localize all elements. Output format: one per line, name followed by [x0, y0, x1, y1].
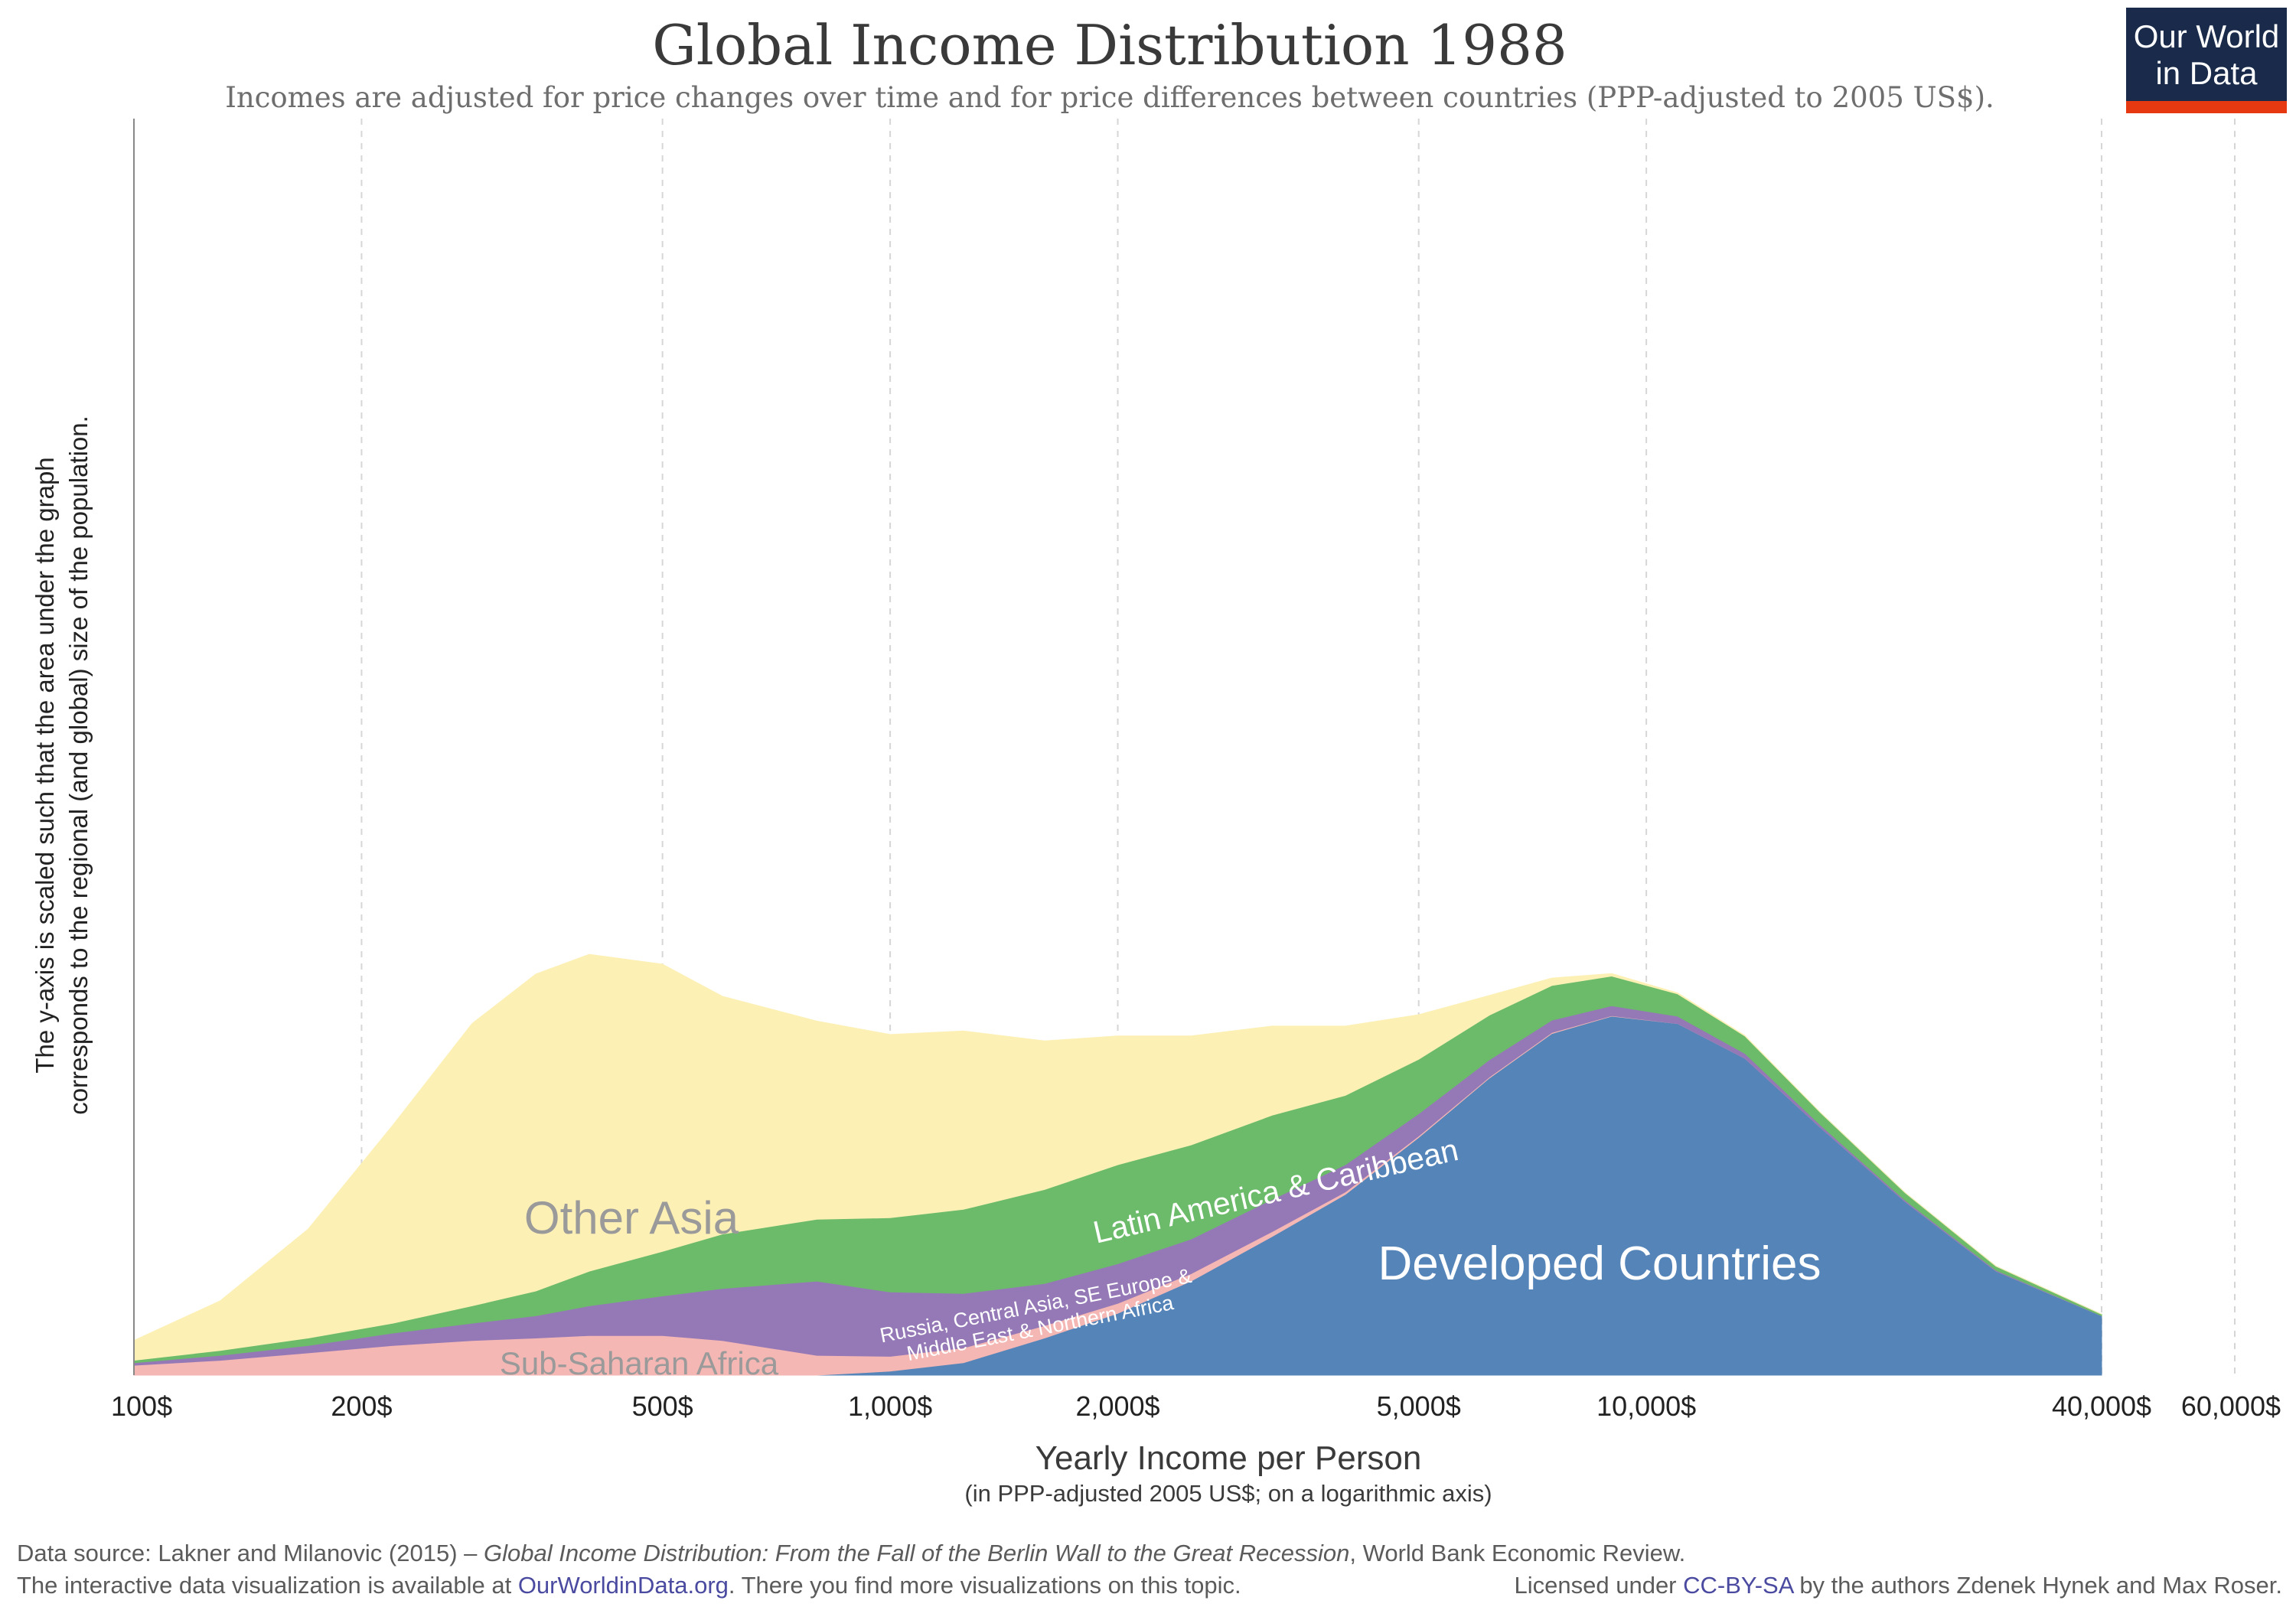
footer-interactive-suffix: . There you find more visualizations on … — [728, 1572, 1241, 1599]
logo-line2: in Data — [2155, 55, 2258, 91]
x-axis-sublabel: (in PPP-adjusted 2005 US$; on a logarith… — [964, 1480, 1492, 1507]
label-other-asia: Other Asia — [524, 1192, 739, 1244]
chart-title: Global Income Distribution 1988 — [652, 13, 1567, 77]
footer-interactive-prefix: The interactive data visualization is av… — [17, 1572, 518, 1599]
label-developed-countries: Developed Countries — [1378, 1237, 1821, 1290]
footer-license-suffix: by the authors Zdenek Hynek and Max Rose… — [1792, 1572, 2282, 1599]
footer-license: Licensed under CC-BY-SA by the authors Z… — [1515, 1572, 2282, 1599]
x-tick-label-10000: 10,000$ — [1596, 1390, 1696, 1422]
logo-background — [2126, 8, 2287, 101]
footer-source-title: Global Income Distribution: From the Fal… — [484, 1540, 1350, 1566]
y-axis-label-line2: corresponds to the regional (and global)… — [64, 416, 93, 1115]
footer-source-prefix: Data source: Lakner and Milanovic (2015)… — [17, 1540, 484, 1566]
grid-layer — [360, 119, 2236, 1375]
x-tick-label-40000: 40,000$ — [2052, 1390, 2151, 1422]
x-tick-label-100: 100$ — [111, 1390, 172, 1422]
logo-accent-bar — [2126, 101, 2287, 113]
footer-source-suffix: , World Bank Economic Review. — [1349, 1540, 1686, 1566]
footer-interactive: The interactive data visualization is av… — [17, 1572, 2282, 1599]
x-tick-label-500: 500$ — [632, 1390, 693, 1422]
x-tick-label-2000: 2,000$ — [1075, 1390, 1159, 1422]
footer-source: Data source: Lakner and Milanovic (2015)… — [17, 1540, 2282, 1567]
x-tick-label-1000: 1,000$ — [848, 1390, 932, 1422]
chart-subtitle: Incomes are adjusted for price changes o… — [225, 81, 1994, 114]
x-tick-label-60000: 60,000$ — [2181, 1390, 2281, 1422]
logo-line1: Our World — [2134, 18, 2280, 54]
license-link[interactable]: CC-BY-SA — [1683, 1572, 1793, 1599]
x-tick-labels: 100$ 200$ 500$ 1,000$ 2,000$ 5,000$ 10,000$ 40,… — [111, 1390, 2281, 1422]
owid-logo[interactable]: Our World in Data — [2126, 8, 2287, 113]
owid-link[interactable]: OurWorldinData.org — [517, 1572, 729, 1599]
area-otherasia — [133, 953, 2102, 1361]
x-tick-label-5000: 5,000$ — [1377, 1390, 1461, 1422]
x-axis-label: Yearly Income per Person — [1035, 1439, 1422, 1477]
footer-license-prefix: Licensed under — [1514, 1572, 1684, 1599]
y-axis-label-line1: The y-axis is scaled such that the area … — [31, 457, 59, 1073]
y-axis-label: The y-axis is scaled such that the area … — [31, 416, 93, 1115]
x-tick-label-200: 200$ — [331, 1390, 392, 1422]
area-layer — [133, 953, 2102, 1376]
label-sub-saharan-africa: Sub-Saharan Africa — [500, 1345, 779, 1381]
